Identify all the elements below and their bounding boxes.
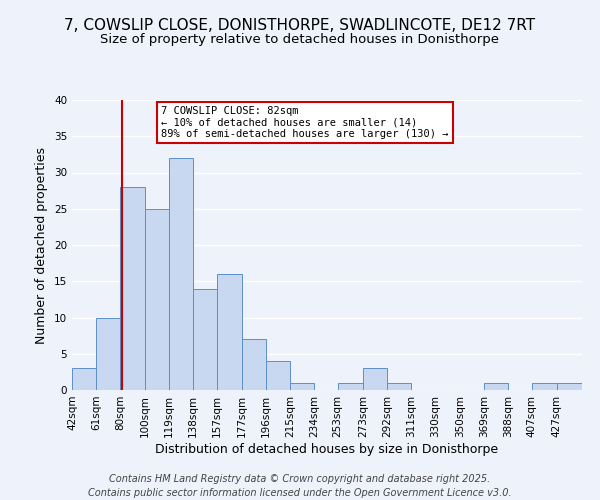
Bar [193, 288, 217, 390]
Bar [484, 383, 508, 390]
Bar [363, 368, 387, 390]
Bar [557, 383, 582, 390]
Bar [290, 383, 314, 390]
Text: Size of property relative to detached houses in Donisthorpe: Size of property relative to detached ho… [101, 32, 499, 46]
Bar [145, 209, 169, 390]
Text: 7, COWSLIP CLOSE, DONISTHORPE, SWADLINCOTE, DE12 7RT: 7, COWSLIP CLOSE, DONISTHORPE, SWADLINCO… [64, 18, 536, 32]
Bar [266, 361, 290, 390]
Bar [387, 383, 411, 390]
Bar [96, 318, 120, 390]
Bar [169, 158, 193, 390]
Bar [532, 383, 557, 390]
Bar [72, 368, 96, 390]
Text: Contains HM Land Registry data © Crown copyright and database right 2025.
Contai: Contains HM Land Registry data © Crown c… [88, 474, 512, 498]
X-axis label: Distribution of detached houses by size in Donisthorpe: Distribution of detached houses by size … [155, 442, 499, 456]
Bar [242, 339, 266, 390]
Text: 7 COWSLIP CLOSE: 82sqm
← 10% of detached houses are smaller (14)
89% of semi-det: 7 COWSLIP CLOSE: 82sqm ← 10% of detached… [161, 106, 449, 139]
Bar [217, 274, 242, 390]
Y-axis label: Number of detached properties: Number of detached properties [35, 146, 49, 344]
Bar [120, 187, 145, 390]
Bar [338, 383, 363, 390]
